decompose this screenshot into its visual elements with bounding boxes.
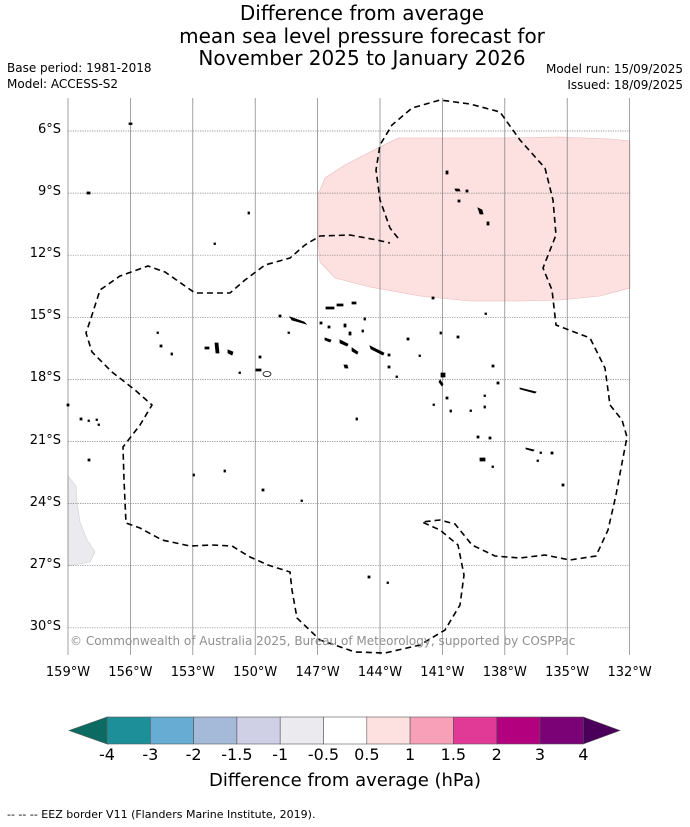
colorbar bbox=[68, 716, 621, 745]
longitude-label: 159°W bbox=[45, 665, 91, 680]
colorbar-segment bbox=[453, 716, 497, 745]
colorbar-segment bbox=[539, 716, 584, 745]
latitude-label: 30°S bbox=[29, 618, 61, 634]
colorbar-segment bbox=[106, 716, 151, 745]
colorbar-tick-label: 1.5 bbox=[440, 745, 467, 764]
latitude-label: 27°S bbox=[29, 556, 61, 572]
latitude-label: 21°S bbox=[29, 432, 61, 448]
colorbar-segment bbox=[236, 716, 281, 745]
longitude-label: 147°W bbox=[295, 665, 340, 680]
gridlines bbox=[67, 98, 630, 655]
colorbar-title: Difference from average (hPa) bbox=[208, 770, 482, 791]
colorbar-tick-label: -1.5 bbox=[221, 745, 253, 764]
eez-border bbox=[85, 99, 628, 654]
longitude-label: 150°W bbox=[233, 665, 278, 680]
longitude-label: 156°W bbox=[108, 665, 153, 680]
latitude-label: 6°S bbox=[37, 122, 61, 137]
colorbar-tick-label: 3 bbox=[534, 745, 546, 764]
islands bbox=[66, 122, 565, 584]
base-period-text: Base period: 1981-2018 bbox=[7, 61, 152, 75]
colorbar-tick-label: -1 bbox=[272, 745, 289, 764]
title-line-1: Difference from average bbox=[239, 1, 485, 25]
colorbar-segment bbox=[193, 716, 238, 745]
colorbar-tick-label: 2 bbox=[491, 745, 502, 764]
colorbar-extend-high bbox=[583, 716, 621, 745]
latitude-label: 15°S bbox=[29, 308, 61, 324]
colorbar-segment bbox=[279, 716, 324, 745]
colorbar-segment bbox=[496, 716, 541, 745]
colorbar-tick-label: 1 bbox=[405, 745, 416, 764]
colorbar-tick-label: 0.5 bbox=[354, 745, 380, 764]
longitude-label: 138°W bbox=[482, 665, 527, 680]
title-line-3: November 2025 to January 2026 bbox=[198, 46, 526, 70]
run-info: Model run: 15/09/2025 Issued: 18/09/2025 bbox=[546, 61, 683, 93]
longitude-label: 132°W bbox=[607, 665, 652, 680]
longitude-label: 135°W bbox=[545, 665, 590, 680]
longitude-label: 141°W bbox=[420, 665, 465, 680]
colorbar-extend-low bbox=[68, 716, 108, 745]
base-info: Base period: 1981-2018 Model: ACCESS-S2 bbox=[7, 60, 152, 92]
issued-text: Issued: 18/09/2025 bbox=[567, 78, 683, 92]
longitude-label: 144°W bbox=[357, 665, 403, 680]
colorbar-tick-label: -2 bbox=[185, 745, 202, 764]
model-run-text: Model run: 15/09/2025 bbox=[545, 62, 683, 76]
colorbar-segment bbox=[150, 716, 194, 745]
footnote-eez: -- -- -- EEZ border V11 (Flanders Marine… bbox=[7, 808, 316, 821]
negative-anomaly-region bbox=[67, 475, 96, 567]
colorbar-segment bbox=[323, 716, 368, 745]
colorbar-segment bbox=[366, 716, 411, 745]
positive-anomaly-region bbox=[317, 136, 631, 302]
colorbar-tick-label: -4 bbox=[99, 745, 115, 764]
colorbar-segment bbox=[409, 716, 454, 745]
latitude-label: 9°S bbox=[37, 184, 61, 200]
latitude-label: 12°S bbox=[29, 246, 61, 262]
colorbar-tick-label: 4 bbox=[578, 745, 589, 764]
model-text: Model: ACCESS-S2 bbox=[7, 77, 119, 91]
copyright-text: © Commonwealth of Australia 2025, Bureau… bbox=[70, 634, 576, 648]
colorbar-tick-label: -3 bbox=[142, 745, 159, 764]
colorbar-tick-label: -0.5 bbox=[307, 745, 340, 764]
latitude-label: 18°S bbox=[29, 370, 61, 386]
latitude-label: 24°S bbox=[29, 494, 61, 510]
title-line-2: mean sea level pressure forecast for bbox=[179, 23, 545, 48]
map-title: Difference from average mean sea level p… bbox=[0, 2, 690, 70]
longitude-label: 153°W bbox=[170, 665, 215, 680]
